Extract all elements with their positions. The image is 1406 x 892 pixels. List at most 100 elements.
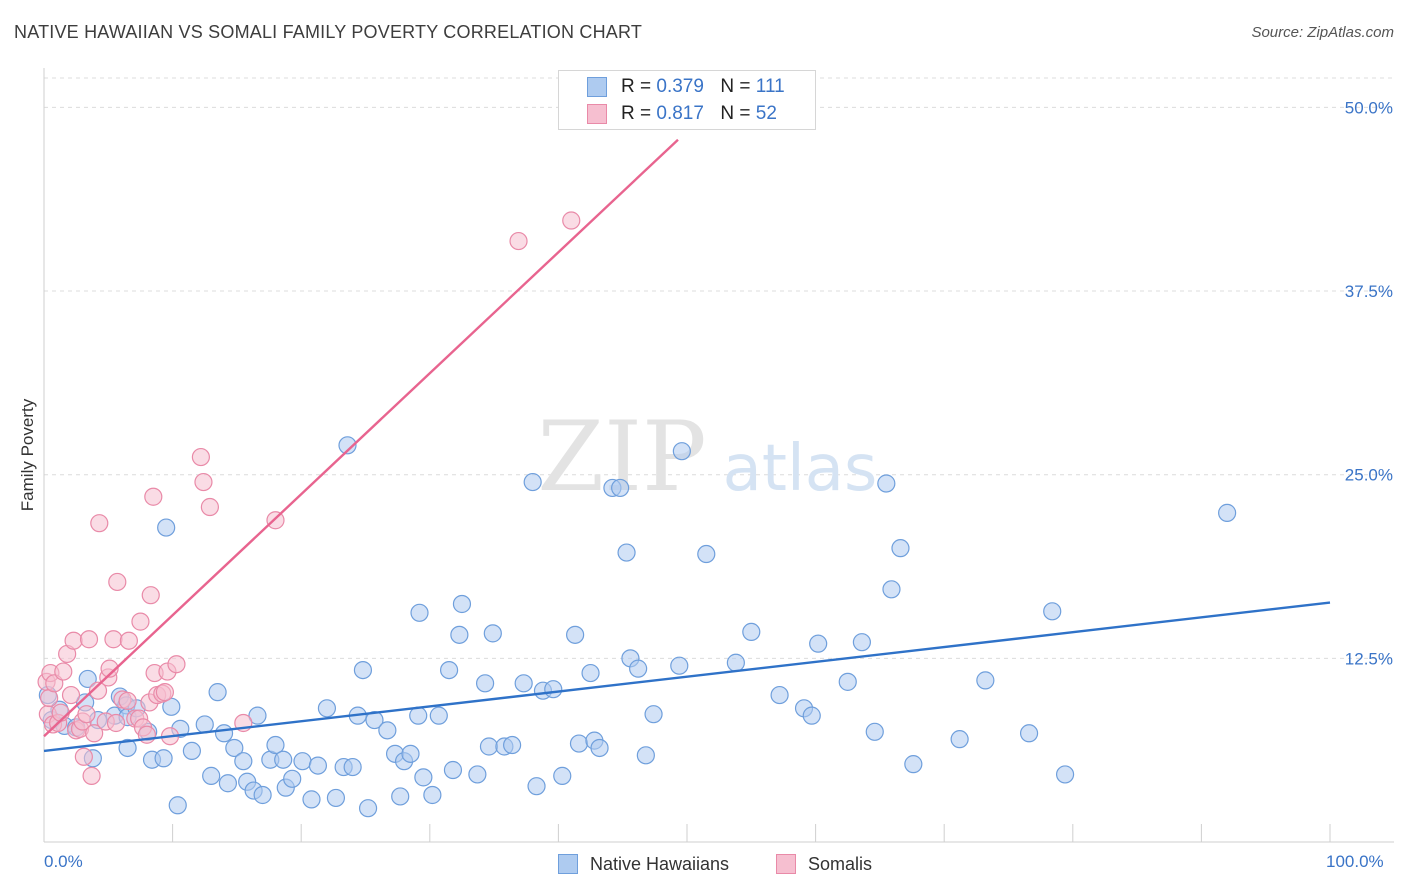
- data-point: [423, 785, 442, 805]
- data-point: [569, 734, 589, 753]
- data-point: [214, 724, 234, 743]
- data-point: [590, 738, 609, 758]
- data-point: [891, 539, 910, 558]
- data-point: [391, 787, 410, 806]
- data-point: [118, 691, 137, 711]
- legend-n-label: N =: [720, 76, 751, 97]
- data-point: [200, 497, 219, 517]
- y-tick-labels: 12.5% 25.0% 37.5% 50.0%: [1345, 98, 1393, 668]
- data-point: [74, 747, 93, 766]
- data-point: [61, 685, 81, 705]
- data-point: [64, 631, 83, 650]
- legend-n-label: N =: [720, 103, 751, 124]
- data-point: [1019, 724, 1039, 743]
- data-point: [283, 769, 302, 788]
- data-point: [182, 741, 201, 761]
- data-point: [475, 674, 495, 693]
- data-point: [131, 612, 150, 631]
- legend-r-label: R =: [621, 76, 652, 97]
- data-point: [852, 633, 871, 652]
- y-tick-label: 37.5%: [1345, 282, 1393, 301]
- legend-r-value: 0.817: [656, 103, 704, 124]
- data-point: [468, 765, 487, 784]
- data-point: [503, 735, 522, 755]
- data-point: [1218, 503, 1237, 522]
- data-point: [358, 799, 378, 818]
- data-point: [202, 766, 221, 785]
- data-point: [90, 514, 109, 533]
- data-point: [838, 672, 857, 691]
- data-point: [118, 738, 137, 758]
- data-point: [191, 447, 210, 467]
- data-point: [439, 660, 459, 680]
- data-point: [809, 634, 828, 653]
- series-legend: Native Hawaiians Somalis: [0, 850, 1406, 878]
- data-point: [581, 663, 600, 683]
- legend-swatch-blue: [587, 77, 607, 97]
- data-point: [157, 518, 176, 537]
- data-point: [1043, 602, 1062, 621]
- y-tick-label: 50.0%: [1345, 98, 1393, 117]
- data-point: [338, 436, 357, 455]
- data-point: [509, 231, 528, 251]
- data-point: [326, 788, 346, 808]
- data-point: [877, 474, 896, 493]
- x-tick-label-min: 0.0%: [44, 852, 83, 871]
- correlation-legend: R = 0.379 N = 111 R = 0.817 N = 52: [558, 70, 816, 130]
- data-point: [77, 705, 96, 724]
- data-point: [742, 622, 761, 642]
- data-point: [218, 774, 237, 793]
- data-point: [82, 766, 101, 785]
- data-point: [802, 706, 821, 725]
- data-point: [208, 683, 227, 702]
- source-label: Source: ZipAtlas.com: [1251, 24, 1394, 41]
- legend-n-value: 52: [755, 103, 777, 124]
- data-point: [562, 211, 581, 230]
- legend-row-native-hawaiians: R = 0.379 N = 111: [587, 75, 785, 99]
- data-point: [167, 655, 186, 674]
- data-point: [234, 752, 253, 771]
- data-point: [302, 790, 321, 809]
- data-point: [670, 656, 689, 675]
- data-point: [770, 685, 789, 705]
- data-point: [976, 671, 995, 690]
- data-point: [225, 738, 244, 758]
- data-point: [950, 730, 969, 749]
- data-point: [479, 737, 499, 756]
- x-tick-label-max: 100.0%: [1326, 852, 1384, 871]
- data-point: [119, 631, 138, 650]
- legend-swatch-blue: [558, 854, 578, 874]
- data-point: [343, 757, 362, 777]
- data-point: [629, 659, 648, 678]
- data-point: [636, 746, 655, 765]
- data-point: [54, 662, 73, 681]
- data-point: [85, 724, 104, 743]
- legend-label: Native Hawaiians: [590, 853, 730, 874]
- data-point: [168, 796, 187, 815]
- data-point: [401, 744, 420, 763]
- data-point: [865, 722, 884, 741]
- trend-lines: [43, 138, 1331, 753]
- grid-layer: [44, 77, 1394, 659]
- data-point: [108, 572, 127, 592]
- data-point: [266, 735, 285, 755]
- data-point: [195, 715, 214, 734]
- data-point: [452, 594, 472, 614]
- data-point: [483, 624, 502, 643]
- data-point: [553, 766, 572, 785]
- data-point: [904, 755, 923, 774]
- data-point: [1055, 765, 1075, 784]
- data-point: [450, 625, 469, 644]
- data-point: [414, 768, 433, 787]
- data-point: [155, 683, 174, 702]
- data-point: [353, 660, 373, 680]
- data-point: [514, 674, 533, 693]
- series-somalis: [37, 211, 581, 785]
- data-point: [248, 706, 267, 725]
- data-point: [726, 653, 745, 672]
- trend-line-native-hawaiians: [43, 601, 1331, 753]
- data-point: [697, 544, 716, 564]
- y-tick-label: 25.0%: [1345, 466, 1393, 485]
- data-point: [154, 749, 173, 768]
